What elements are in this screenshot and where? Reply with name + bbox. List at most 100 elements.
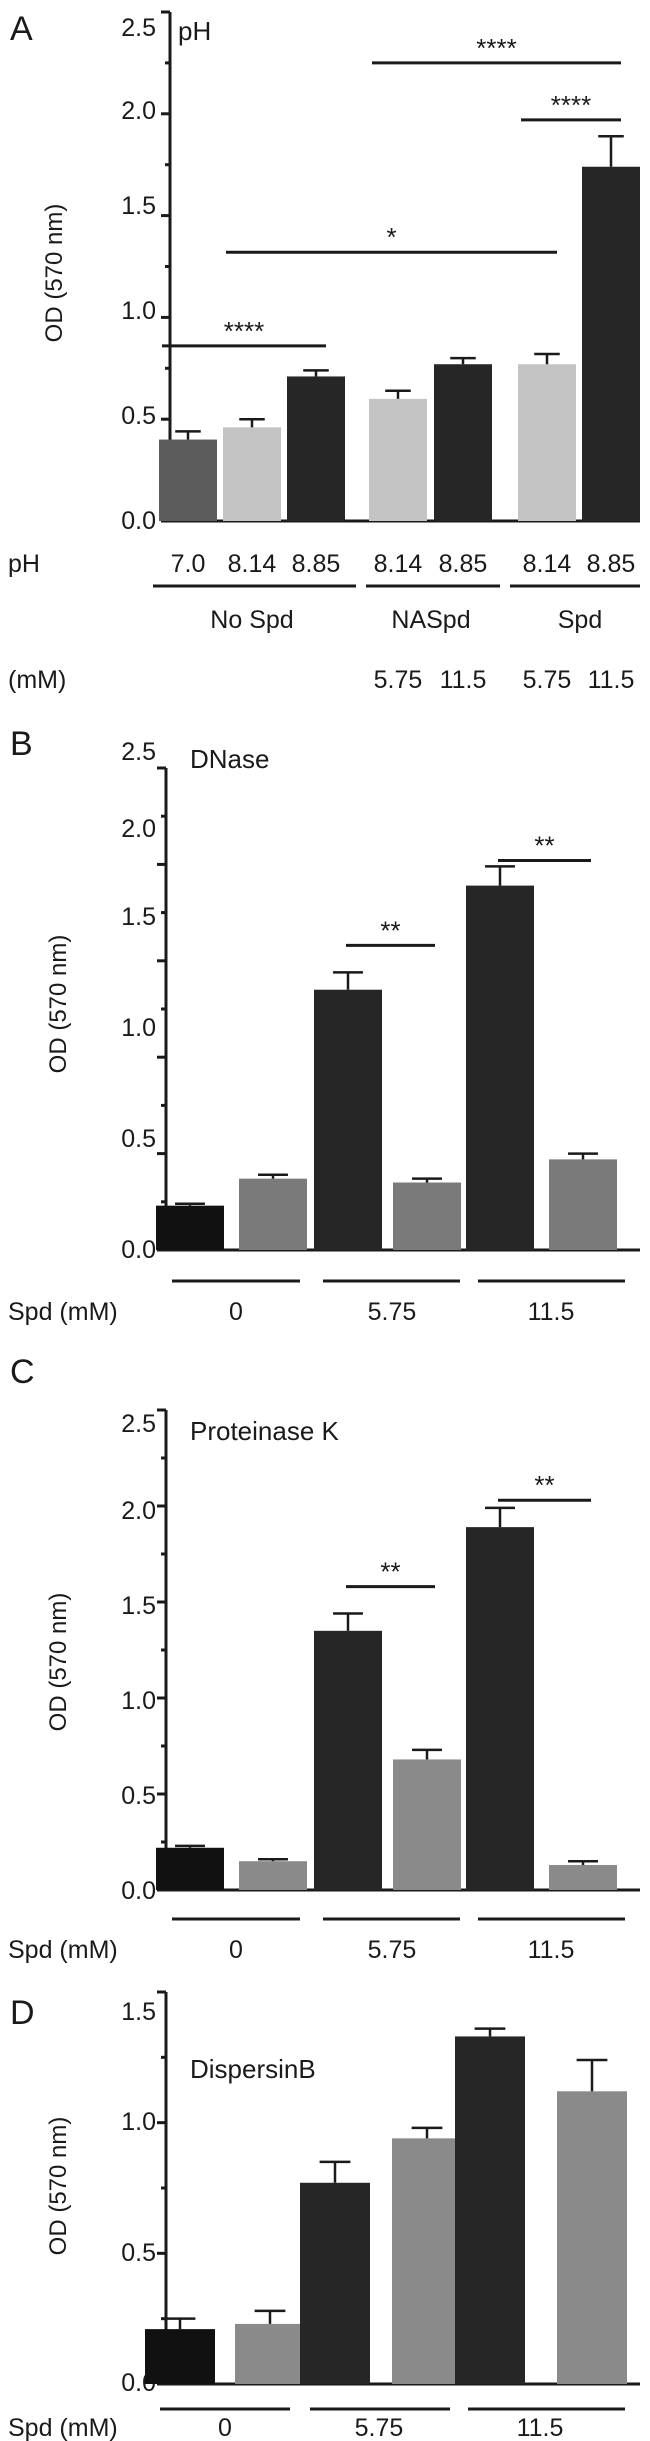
panel-a-ytick-label: 2.5 bbox=[121, 14, 156, 42]
panel-d: D DispersinB OD (570 nm) 0.0 0.5 1.0 1.5… bbox=[8, 1990, 640, 2441]
panel-d-ylabel: OD (570 nm) bbox=[45, 2117, 72, 2256]
panel-a-significance-stars: * bbox=[386, 222, 396, 252]
panel-a-group-label: No Spd bbox=[210, 606, 293, 634]
panel-c-bar bbox=[549, 1865, 617, 1890]
panel-a-ytick-label: 1.0 bbox=[121, 297, 156, 325]
panel-b-title: DNase bbox=[190, 744, 269, 774]
panel-a-bar bbox=[518, 364, 576, 521]
panel-d-ytick-label: 0.5 bbox=[121, 2239, 156, 2267]
panel-a-letter: A bbox=[10, 10, 33, 48]
panel-a-ytick-label: 0.0 bbox=[121, 507, 156, 535]
panel-b-ytick-label: 0.0 bbox=[121, 1236, 156, 1264]
panel-c-ylabel: OD (570 nm) bbox=[45, 1593, 72, 1732]
panel-d-category-label: 11.5 bbox=[517, 2414, 564, 2441]
panel-a-bar-label: 8.85 bbox=[439, 550, 488, 578]
panel-b-category-label: 11.5 bbox=[528, 1298, 575, 1326]
panel-a-bar bbox=[434, 364, 492, 521]
panel-a-bar-label: 8.14 bbox=[228, 550, 277, 578]
panel-c: C Proteinase K OD (570 nm) 0.0 0.5 1.0 1… bbox=[8, 1353, 640, 1964]
panel-b-category-label: 0 bbox=[229, 1298, 243, 1326]
panel-b-significance-stars: ** bbox=[380, 915, 400, 945]
panel-c-significance-stars: ** bbox=[380, 1557, 400, 1587]
panel-b-significance-stars: ** bbox=[534, 831, 554, 861]
panel-a-group-label: NASpd bbox=[391, 606, 470, 634]
panel-a-bar bbox=[582, 166, 640, 521]
panel-a-significance-stars: **** bbox=[551, 90, 591, 120]
panel-d-bar bbox=[300, 2182, 370, 2384]
panel-c-bar bbox=[239, 1861, 307, 1890]
panel-c-ytick-label: 0.5 bbox=[121, 1782, 156, 1810]
panel-b-category-label: 5.75 bbox=[368, 1298, 417, 1326]
panel-c-bar bbox=[156, 1847, 224, 1890]
panel-a-ph-row-label: pH bbox=[8, 550, 40, 578]
panel-c-category-label: 5.75 bbox=[368, 1936, 417, 1964]
panel-d-bars bbox=[145, 1990, 640, 2386]
panel-b-ylabel: OD (570 nm) bbox=[45, 935, 72, 1074]
panel-a-ytick-label: 2.0 bbox=[121, 97, 156, 125]
panel-d-category-label: 5.75 bbox=[355, 2414, 404, 2441]
panel-b-ytick-label: 1.0 bbox=[121, 1014, 156, 1042]
panel-a-bar bbox=[287, 376, 345, 521]
panel-c-ytick-label: 1.0 bbox=[121, 1687, 156, 1715]
panel-a-ylabel: OD (570 nm) bbox=[41, 204, 68, 343]
panel-a-bar-label: 8.85 bbox=[587, 550, 636, 578]
panel-b-bar bbox=[466, 885, 534, 1250]
panel-d-ytick-label: 1.5 bbox=[121, 1998, 156, 2026]
panel-d-title: DispersinB bbox=[190, 2054, 316, 2084]
panel-a-ytick-label: 1.5 bbox=[121, 192, 156, 220]
panel-a-bar bbox=[223, 427, 281, 521]
panel-c-ytick-label: 1.5 bbox=[121, 1592, 156, 1620]
panel-c-ytick-label: 0.0 bbox=[121, 1877, 156, 1905]
panel-b-ytick-label: 2.5 bbox=[121, 738, 156, 766]
panel-a-bar-label: 8.14 bbox=[523, 550, 572, 578]
panel-a: A pH OD (570 nm) 0.0 0.5 1.0 1.5 2.0 2.5… bbox=[8, 10, 640, 694]
panel-d-bar bbox=[392, 2138, 462, 2384]
panel-a-significance-stars: **** bbox=[476, 33, 516, 63]
panel-b-ytick-label: 2.0 bbox=[121, 815, 156, 843]
panel-b-xlabel: Spd (mM) bbox=[8, 1298, 118, 1326]
panel-c-category-label: 0 bbox=[229, 1936, 243, 1964]
panel-a-bars: ************* bbox=[159, 10, 640, 523]
panel-a-mm-value: 11.5 bbox=[588, 666, 635, 694]
panel-a-mm-value: 5.75 bbox=[374, 666, 423, 694]
panel-b-bar bbox=[314, 989, 382, 1250]
panel-b-bar bbox=[549, 1159, 617, 1250]
panel-c-yticks: 0.0 0.5 1.0 1.5 2.0 2.5 bbox=[121, 1410, 156, 1905]
panel-a-bar bbox=[159, 439, 217, 521]
panel-d-category-label: 0 bbox=[218, 2414, 232, 2441]
panel-c-category-label: 11.5 bbox=[528, 1936, 575, 1964]
panel-b-bar bbox=[239, 1178, 307, 1250]
panel-b-bar bbox=[393, 1182, 461, 1250]
panel-b-bar bbox=[156, 1205, 224, 1250]
panel-a-group-label: Spd bbox=[558, 606, 602, 634]
panel-b-bars: ** ** bbox=[156, 766, 640, 1252]
panel-a-title: pH bbox=[178, 16, 211, 46]
panel-a-bar bbox=[369, 398, 427, 521]
panel-d-bar bbox=[455, 2036, 525, 2384]
panel-b-yticks: 0.0 0.5 1.0 1.5 2.0 2.5 bbox=[121, 738, 156, 1264]
panel-d-bar bbox=[235, 2323, 305, 2384]
panel-b-ytick-label: 1.5 bbox=[121, 903, 156, 931]
panel-c-bar bbox=[466, 1527, 534, 1890]
panel-b-ytick-label: 0.5 bbox=[121, 1125, 156, 1153]
panel-a-yticks: 0.0 0.5 1.0 1.5 2.0 2.5 bbox=[121, 14, 156, 535]
panel-c-bar bbox=[393, 1759, 461, 1890]
panel-a-mm-label: (mM) bbox=[8, 666, 66, 694]
panel-a-mm-value: 5.75 bbox=[523, 666, 572, 694]
panel-d-bar bbox=[145, 2329, 215, 2384]
panel-c-ytick-label: 2.0 bbox=[121, 1497, 156, 1525]
panel-d-letter: D bbox=[10, 1994, 35, 2032]
panel-c-bars: ** ** bbox=[156, 1408, 640, 1892]
panel-c-letter: C bbox=[10, 1353, 35, 1391]
panel-a-ytick-label: 0.5 bbox=[121, 402, 156, 430]
panel-b-letter: B bbox=[10, 725, 33, 763]
panel-c-bar bbox=[314, 1630, 382, 1890]
panel-a-significance-stars: **** bbox=[224, 316, 264, 346]
panel-a-bar-label: 7.0 bbox=[171, 550, 206, 578]
panel-d-ytick-label: 1.0 bbox=[121, 2108, 156, 2136]
panel-a-bar-label: 8.14 bbox=[374, 550, 423, 578]
panel-c-xlabel: Spd (mM) bbox=[8, 1936, 118, 1964]
panel-c-title: Proteinase K bbox=[190, 1416, 340, 1446]
panel-c-ytick-label: 2.5 bbox=[121, 1410, 156, 1438]
